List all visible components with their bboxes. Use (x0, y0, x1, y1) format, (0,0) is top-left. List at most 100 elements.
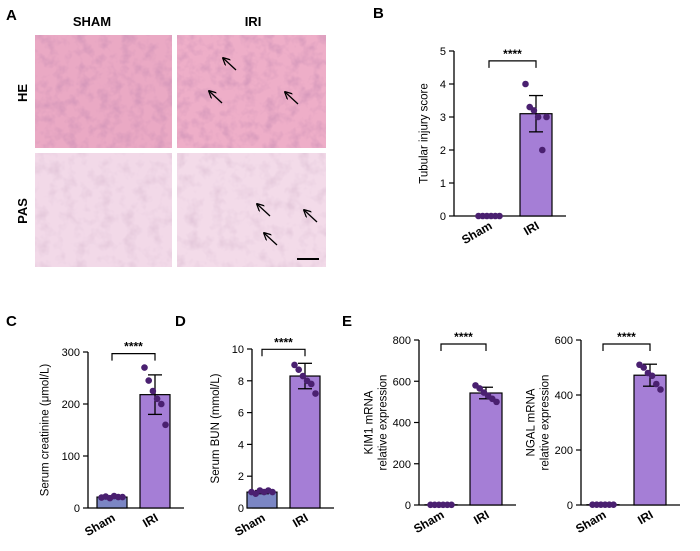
data-point (610, 501, 617, 509)
y-tick-label: 100 (62, 451, 80, 463)
data-point (640, 364, 647, 371)
data-point (534, 113, 542, 121)
data-point (269, 488, 276, 496)
y-tick-label: 600 (393, 376, 411, 388)
x-tick-label: IRI (140, 510, 160, 530)
y-tick-label: 400 (555, 390, 573, 402)
micrograph-iri-pas (177, 153, 326, 267)
y-axis-label: Serum creatinine (μmol/L) (40, 364, 52, 497)
y-tick-label: 5 (440, 46, 446, 58)
y-tick-label: 800 (393, 335, 411, 347)
y-tick-label: 200 (555, 445, 573, 457)
panel-letter: B (373, 5, 384, 22)
y-tick-label: 8 (238, 376, 244, 388)
data-point (653, 380, 660, 388)
panel-a: A SHAM IRI HE PAS (6, 7, 326, 267)
data-point (312, 390, 319, 397)
x-tick-label: Sham (459, 218, 494, 246)
bar-iri (289, 375, 321, 509)
micrograph-sham-pas (35, 153, 172, 267)
injury-arrows (209, 58, 318, 246)
y-tick-label: 300 (62, 347, 80, 359)
data-point (657, 386, 664, 393)
y-tick-label: 10 (232, 344, 244, 356)
y-axis-label: Tubular injury score (419, 83, 431, 184)
chart-serum-creatinine: C 0 100 200 300 Serum creatinine (μmol/L) Sham… (6, 313, 184, 539)
panel-letter: C (6, 313, 17, 330)
y-axis-label: Serum BUN (mmol/L) (210, 373, 222, 483)
y-tick-label: 0 (405, 500, 411, 512)
data-point (308, 380, 315, 388)
micrograph-sham-he (35, 35, 172, 148)
micrograph-iri-he (177, 35, 326, 148)
y-tick-label: 6 (238, 408, 244, 420)
x-tick-label: IRI (521, 218, 541, 238)
arrow-pas-2 (304, 210, 318, 223)
data-point (522, 80, 529, 88)
y-tick-label: 4 (238, 439, 244, 451)
y-axis-label: KIM1 mRNA (364, 390, 376, 454)
data-point (295, 366, 303, 373)
x-tick-label: Sham (411, 507, 446, 535)
y-tick-label: 0 (238, 503, 244, 515)
data-point (543, 113, 550, 121)
significance-label: **** (454, 330, 473, 344)
data-point (493, 398, 500, 406)
y-tick-label: 0 (440, 211, 446, 223)
arrow-he-1 (223, 58, 237, 71)
x-tick-label: IRI (290, 510, 310, 530)
bar-iri (633, 374, 667, 506)
x-tick-label: IRI (635, 507, 655, 527)
y-tick-label: 3 (440, 112, 446, 124)
data-point (153, 395, 161, 403)
data-point (162, 421, 169, 429)
data-point (539, 146, 546, 154)
data-point (476, 385, 484, 392)
y-tick-label: 0 (74, 503, 80, 515)
significance-label: **** (503, 47, 522, 61)
data-point (530, 107, 538, 114)
chart-kim1-expression: E 0 200 400 600 800 KIM1 mRNA relative expressi… (342, 313, 516, 536)
significance-bracket (488, 60, 537, 68)
y-axis-label: relative expression (378, 375, 390, 471)
data-point (145, 377, 152, 384)
y-tick-label: 4 (440, 79, 446, 91)
data-point (158, 400, 165, 408)
panel-letter-a: A (6, 7, 17, 24)
data-point (448, 501, 455, 509)
y-tick-label: 200 (62, 399, 80, 411)
significance-bracket (440, 343, 487, 351)
data-point (648, 372, 656, 380)
data-point (141, 364, 148, 371)
arrow-pas-1 (257, 204, 271, 217)
y-tick-label: 2 (238, 471, 244, 483)
significance-bracket (261, 348, 306, 357)
chart-tubular-injury: B 0 1 2 3 4 5 Tubular injury score Sham IRI **** (373, 5, 566, 247)
y-tick-label: 1 (440, 178, 446, 190)
panel-letter: D (175, 313, 186, 330)
arrow-he-2 (209, 91, 223, 104)
x-tick-label: IRI (471, 507, 491, 527)
significance-bracket (602, 343, 651, 351)
significance-label: **** (124, 340, 143, 354)
data-point (149, 387, 157, 395)
data-point (291, 361, 298, 369)
chart-ngal-expression: 0 200 400 600 NGAL mRNA relative expression Sh… (526, 330, 680, 536)
data-point (119, 493, 126, 501)
row-label-he: HE (15, 84, 30, 102)
significance-bracket (111, 353, 156, 361)
y-axis-label: NGAL mRNA (526, 388, 538, 456)
significance-label: **** (274, 335, 293, 349)
y-tick-label: 2 (440, 145, 446, 157)
x-tick-label: Sham (82, 510, 117, 538)
significance-label: **** (617, 330, 636, 344)
y-tick-label: 0 (567, 500, 573, 512)
y-axis-label: relative expression (540, 375, 552, 471)
y-tick-label: 600 (555, 335, 573, 347)
column-label-iri: IRI (245, 14, 262, 29)
y-tick-label: 200 (393, 459, 411, 471)
x-tick-label: Sham (573, 507, 608, 535)
data-point (496, 212, 503, 220)
